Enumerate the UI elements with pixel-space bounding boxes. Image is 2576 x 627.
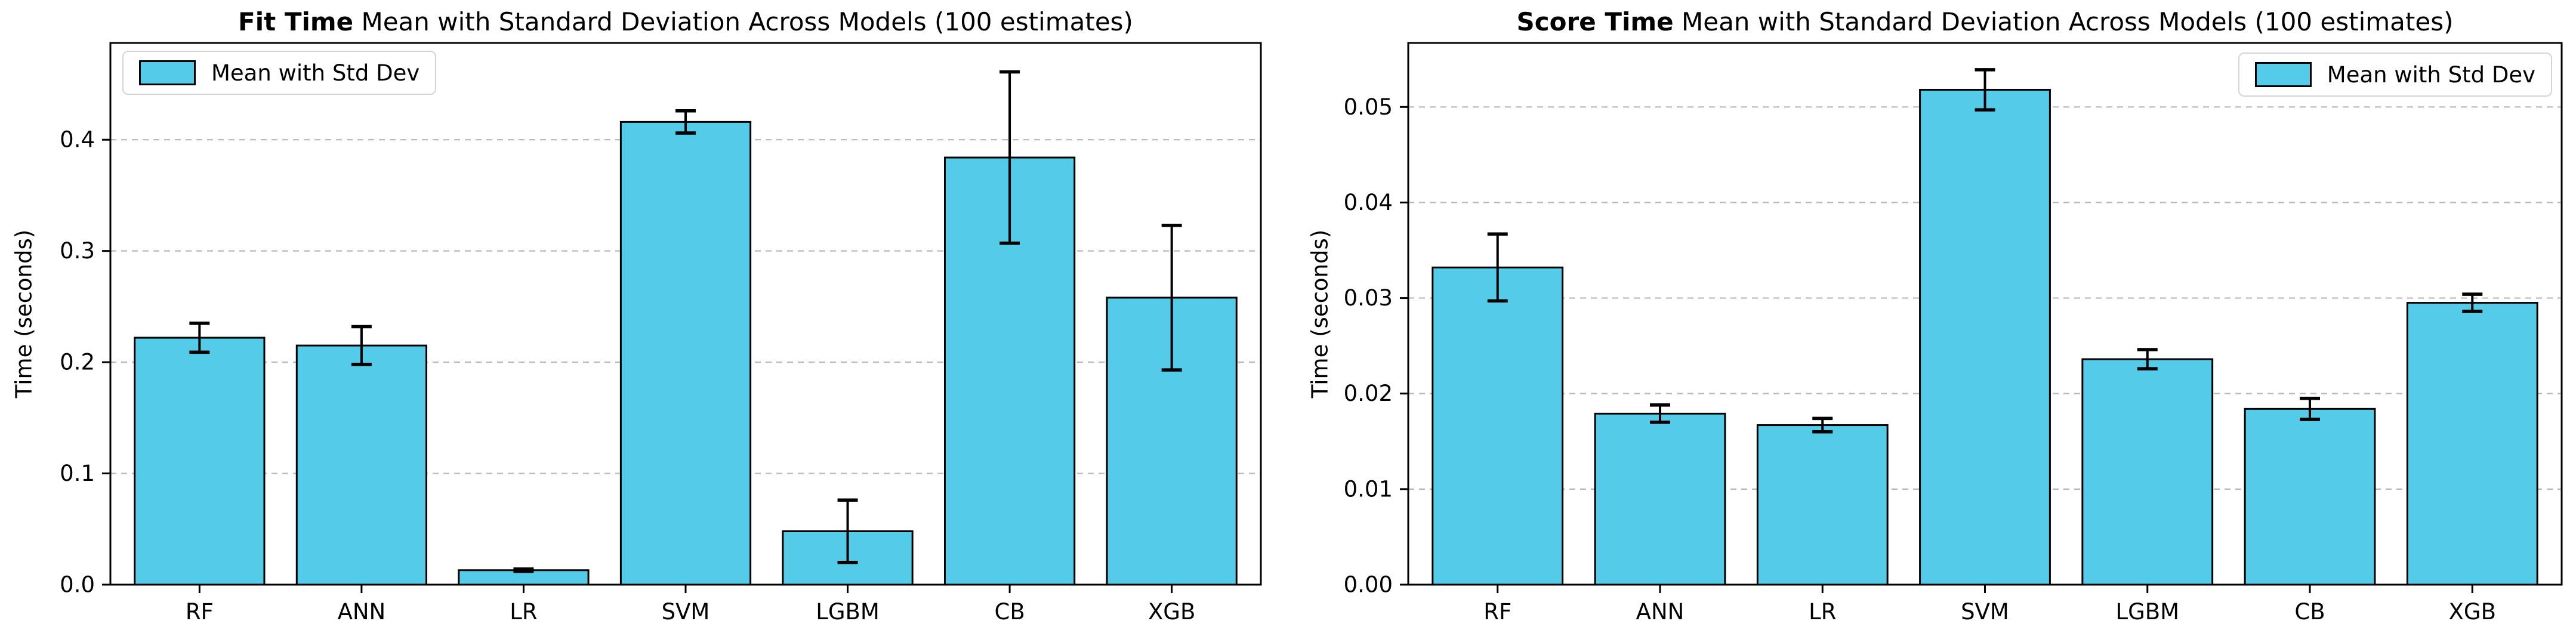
score-time-title: Score Time Mean with Standard Deviation …: [1408, 8, 2562, 36]
bar-svm: [1919, 88, 2051, 586]
y-tick-label: 0.2: [60, 350, 95, 375]
legend-swatch-icon: [139, 60, 196, 85]
y-tick-label: 0.03: [1344, 285, 1393, 311]
x-tick-label-lgbm: LGBM: [816, 599, 880, 625]
x-tick-label-cb: CB: [994, 599, 1025, 625]
bar-cb: [2244, 407, 2376, 586]
x-tick-label-xgb: XGB: [2449, 599, 2496, 625]
y-tick-label: 0.00: [1344, 572, 1393, 598]
score-time-title-rest: Mean with Standard Deviation Across Mode…: [1673, 7, 2454, 36]
y-tick-label: 0.4: [60, 127, 95, 153]
x-tick-label-lr: LR: [510, 599, 537, 625]
bar-xgb: [2406, 302, 2538, 586]
bar-lr: [1756, 424, 1889, 586]
x-tick-label-ann: ANN: [1636, 599, 1685, 625]
x-tick-label-xgb: XGB: [1148, 599, 1195, 625]
y-tick-label: 0.1: [60, 461, 95, 486]
y-tick-label: 0.04: [1344, 190, 1393, 215]
legend-label: Mean with Std Dev: [2327, 61, 2535, 88]
x-tick-label-ann: ANN: [338, 599, 386, 625]
bar-lgbm: [2081, 358, 2214, 586]
x-tick-label-cb: CB: [2294, 599, 2325, 625]
fit-time-title-rest: Mean with Standard Deviation Across Mode…: [353, 7, 1133, 36]
x-tick-label-svm: SVM: [1961, 599, 2009, 625]
fit-time-y-axis-label: Time (seconds): [11, 229, 37, 399]
x-tick-label-rf: RF: [186, 599, 214, 625]
legend-swatch-icon: [2254, 62, 2312, 87]
y-tick-label: 0.05: [1344, 94, 1393, 120]
bar-svm: [619, 121, 752, 586]
fit-time-plot: 0.0 0.1 0.2 0.3 0.4 RF ANN LR SVM LGBM CB XGB: [60, 42, 1262, 625]
score-time-title-bold: Score Time: [1516, 7, 1674, 36]
y-tick-label: 0.01: [1344, 476, 1393, 502]
legend-label: Mean with Std Dev: [211, 60, 420, 86]
x-tick-label-lgbm: LGBM: [2115, 599, 2179, 625]
y-tick-label: 0.3: [60, 238, 95, 264]
bar-ann: [295, 344, 428, 586]
x-tick-label-lr: LR: [1809, 599, 1836, 625]
bar-rf: [1432, 266, 1564, 586]
y-tick-label: 0.02: [1344, 381, 1393, 406]
fit-time-title-bold: Fit Time: [238, 7, 354, 36]
score-time-y-axis-label: Time (seconds): [1307, 229, 1333, 399]
fit-time-title: Fit Time Mean with Standard Deviation Ac…: [110, 8, 1261, 36]
score-time-legend: Mean with Std Dev: [2238, 52, 2552, 97]
x-tick-label-svm: SVM: [662, 599, 710, 625]
y-tick-label: 0.0: [60, 572, 95, 598]
fit-time-legend: Mean with Std Dev: [122, 51, 437, 95]
bar-ann: [1594, 412, 1726, 586]
score-time-plot: 0.00 0.01 0.02 0.03 0.04 0.05 RF ANN LR SVM LGBM CB…: [1344, 42, 2563, 625]
bar-rf: [134, 336, 266, 586]
x-tick-label-rf: RF: [1483, 599, 1511, 625]
